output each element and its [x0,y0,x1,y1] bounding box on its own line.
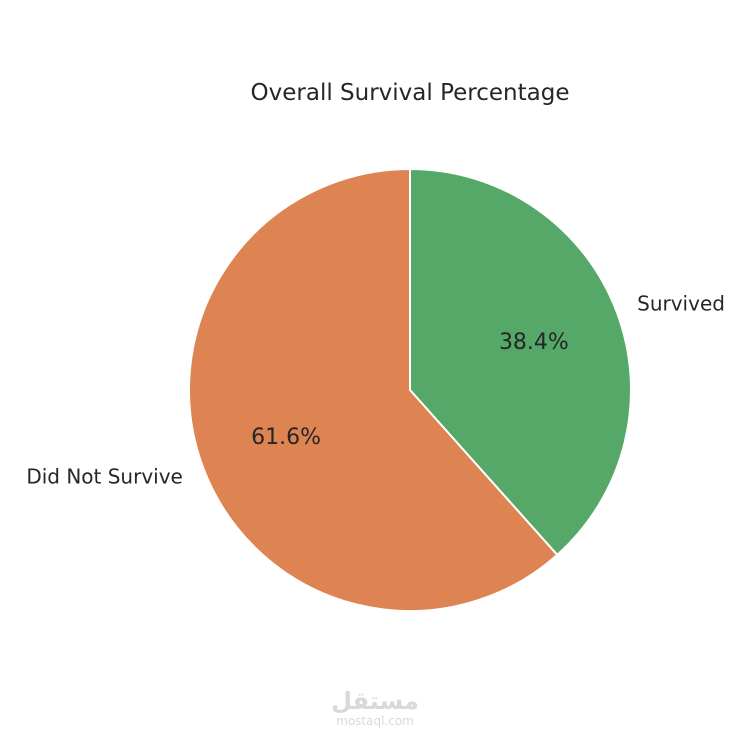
chart-title: Overall Survival Percentage [251,80,570,106]
pct-label-survived: 38.4% [499,330,569,355]
pie-slices [188,168,632,612]
slice-label-did-not-survive: Did Not Survive [26,465,183,489]
mostaql-watermark: مستقل mostaql.com [325,688,425,728]
pie-slice-did-not-survive [188,168,559,612]
pct-label-did-not-survive: 61.6% [251,425,321,450]
pie-labels: 38.4% Survived 61.6% Did Not Survive [26,291,725,488]
watermark-domain: mostaql.com [336,714,414,728]
slice-label-survived: Survived [637,291,725,315]
watermark-logo: مستقل [331,687,419,715]
pie-slice-survived [409,168,632,556]
